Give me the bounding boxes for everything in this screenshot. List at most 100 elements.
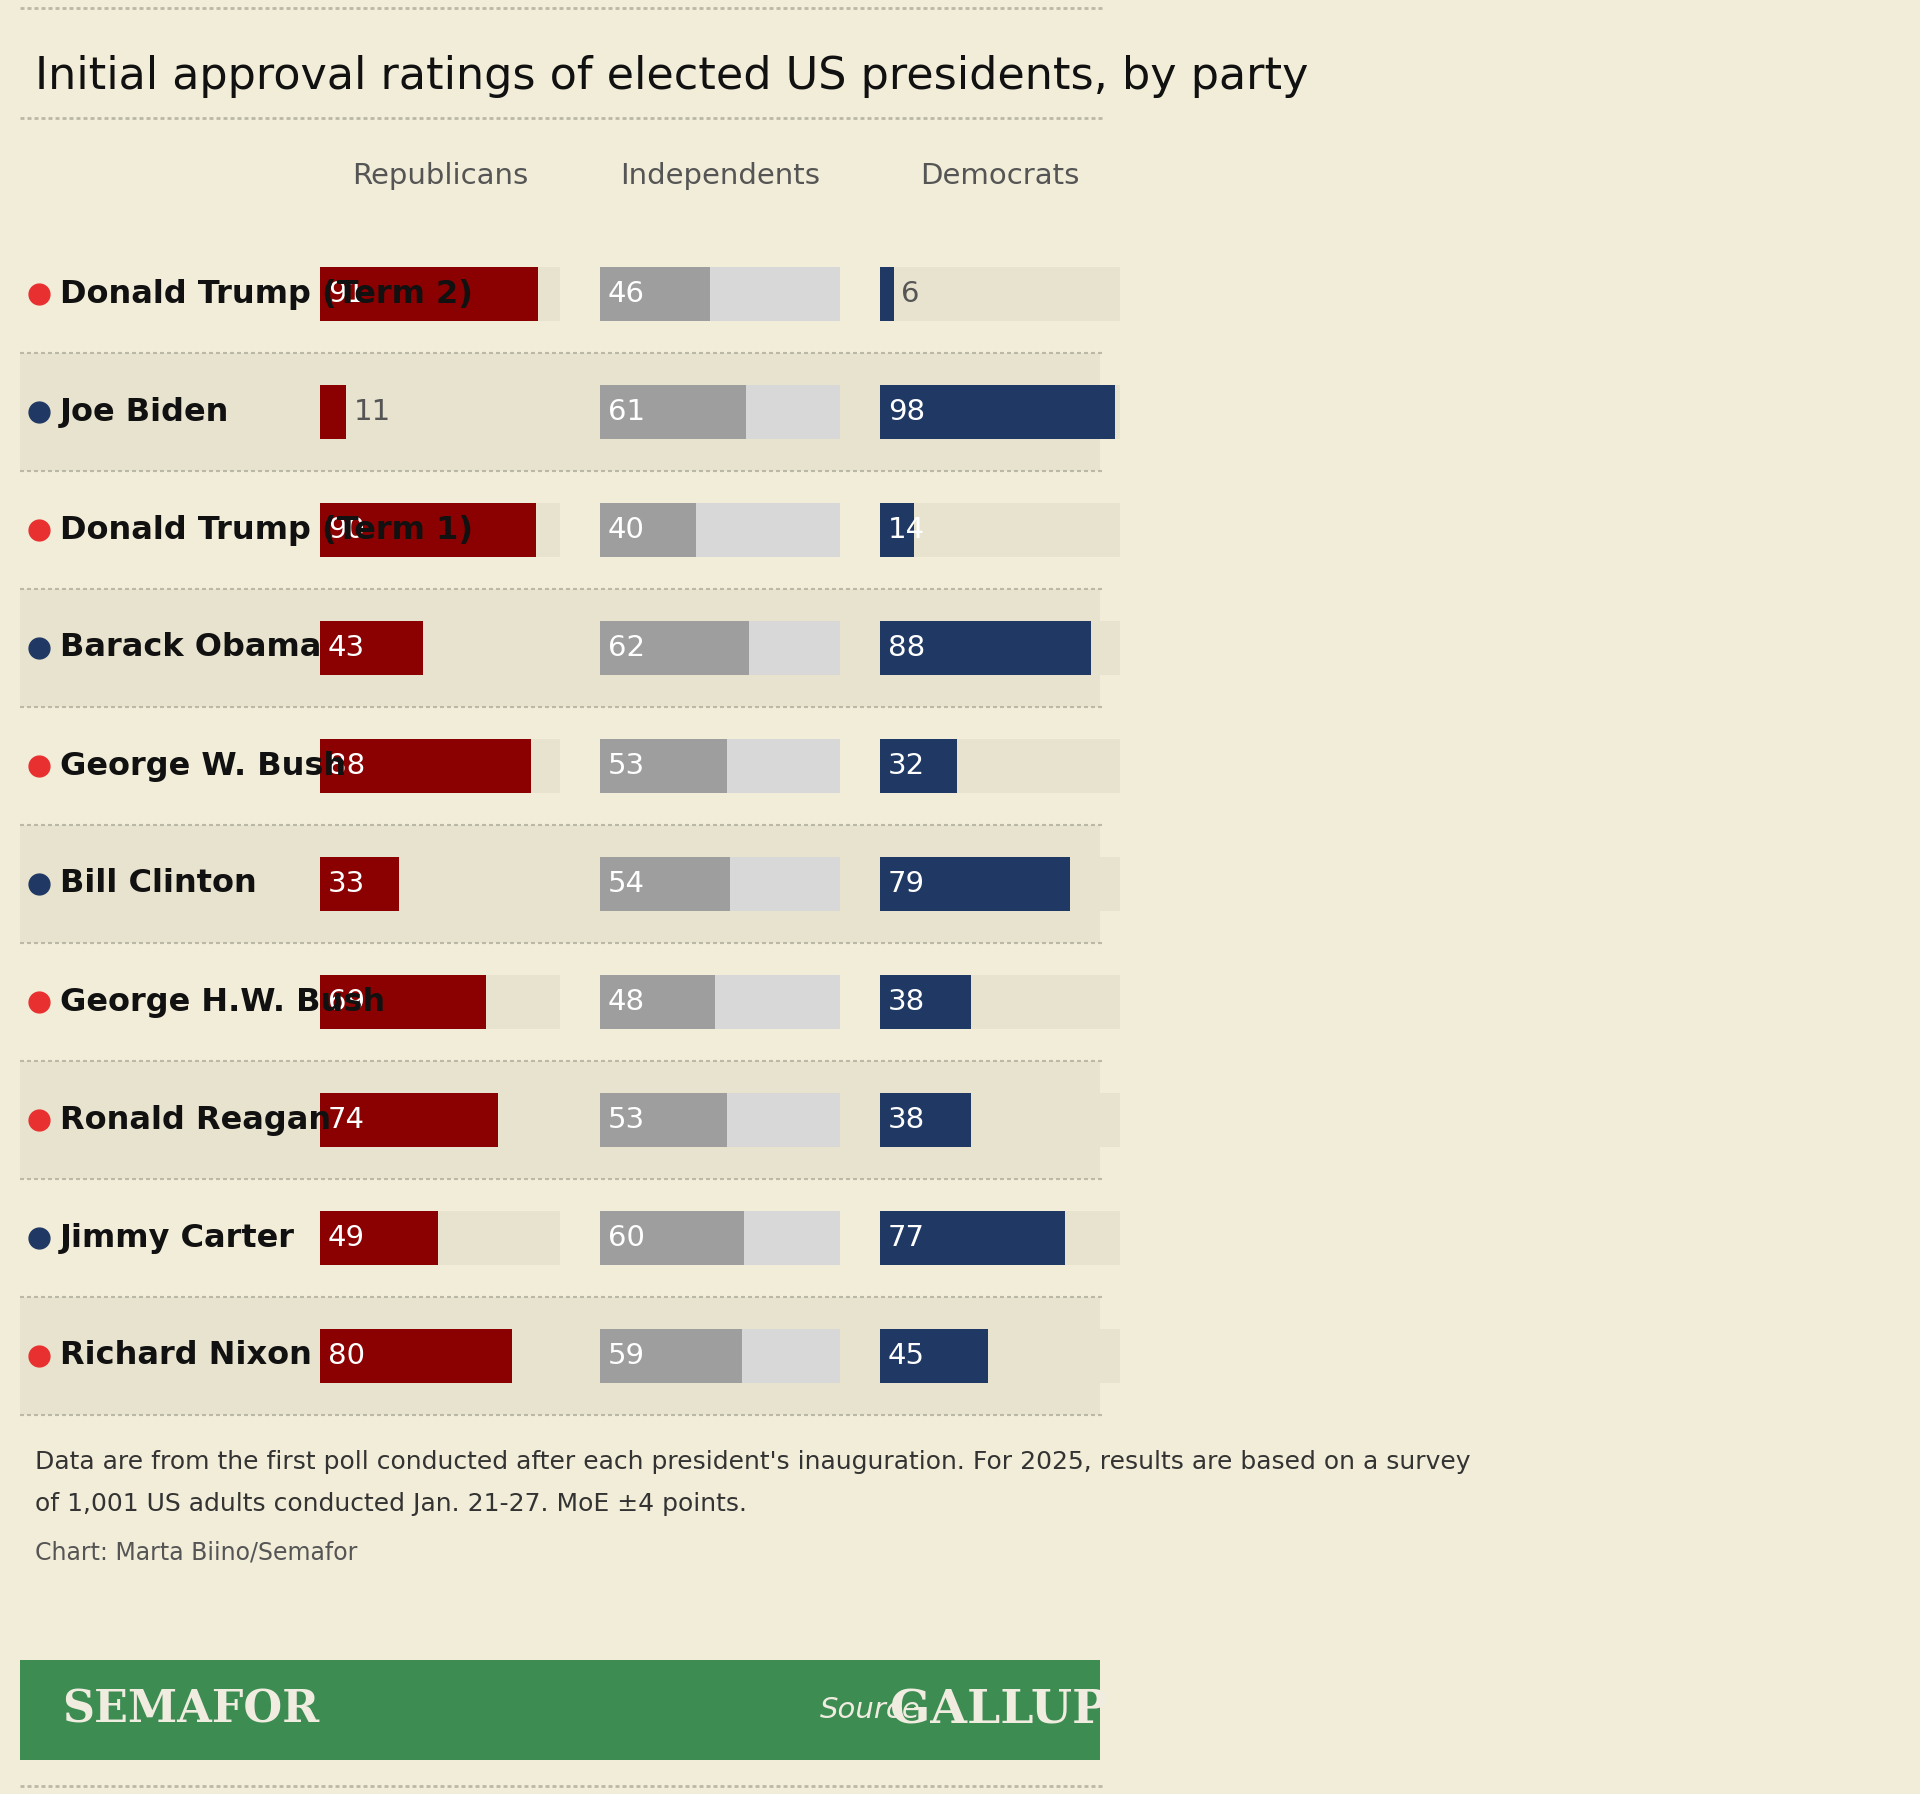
Text: 43: 43 xyxy=(328,633,365,662)
Bar xyxy=(879,502,1119,556)
Bar xyxy=(321,267,538,321)
Bar xyxy=(599,1093,728,1146)
Text: 14: 14 xyxy=(887,517,925,544)
Bar xyxy=(879,386,1116,440)
Text: 91: 91 xyxy=(328,280,365,309)
Bar xyxy=(599,621,749,675)
Bar xyxy=(599,739,728,793)
Bar xyxy=(19,235,1100,353)
Text: 88: 88 xyxy=(887,633,925,662)
Bar xyxy=(321,1093,561,1146)
Bar xyxy=(879,386,1119,440)
Bar xyxy=(879,858,1119,911)
Bar xyxy=(879,502,914,556)
Bar xyxy=(879,974,972,1030)
Text: Barack Obama: Barack Obama xyxy=(60,633,321,664)
Bar xyxy=(599,386,841,440)
Text: Bill Clinton: Bill Clinton xyxy=(60,868,257,899)
Bar xyxy=(599,974,714,1030)
Text: Source: Source xyxy=(820,1695,922,1724)
Bar xyxy=(19,588,1100,707)
Text: of 1,001 US adults conducted Jan. 21-27. MoE ±4 points.: of 1,001 US adults conducted Jan. 21-27.… xyxy=(35,1493,747,1516)
Bar xyxy=(19,1659,1100,1760)
Bar xyxy=(879,1329,1119,1383)
Bar xyxy=(321,1329,561,1383)
Bar xyxy=(321,739,561,793)
Bar xyxy=(599,502,841,556)
Text: Republicans: Republicans xyxy=(351,161,528,190)
Text: 6: 6 xyxy=(900,280,920,309)
Bar xyxy=(19,353,1100,472)
Text: 40: 40 xyxy=(609,517,645,544)
Bar xyxy=(599,267,710,321)
Bar xyxy=(321,267,561,321)
Bar xyxy=(19,1060,1100,1179)
Text: Donald Trump (Term 1): Donald Trump (Term 1) xyxy=(60,515,472,545)
Text: Ronald Reagan: Ronald Reagan xyxy=(60,1105,330,1136)
Text: Jimmy Carter: Jimmy Carter xyxy=(60,1222,296,1254)
Text: 48: 48 xyxy=(609,988,645,1015)
Bar xyxy=(19,1179,1100,1297)
Bar xyxy=(599,858,841,911)
Text: SEMAFOR: SEMAFOR xyxy=(61,1688,319,1731)
Text: 53: 53 xyxy=(609,1105,645,1134)
Text: 88: 88 xyxy=(328,752,365,780)
Bar xyxy=(879,1211,1119,1265)
Bar xyxy=(321,621,561,675)
Bar xyxy=(321,502,561,556)
Bar xyxy=(599,858,730,911)
Bar xyxy=(321,1211,561,1265)
Text: 45: 45 xyxy=(887,1342,925,1371)
Bar xyxy=(879,739,1119,793)
Text: Initial approval ratings of elected US presidents, by party: Initial approval ratings of elected US p… xyxy=(35,56,1309,99)
Bar xyxy=(19,472,1100,588)
Bar xyxy=(599,1329,741,1383)
Bar xyxy=(19,825,1100,944)
Bar xyxy=(879,267,895,321)
Bar xyxy=(321,502,536,556)
Text: 38: 38 xyxy=(887,988,925,1015)
Text: 54: 54 xyxy=(609,870,645,899)
Text: 60: 60 xyxy=(609,1224,645,1252)
Text: 53: 53 xyxy=(609,752,645,780)
Bar xyxy=(879,739,956,793)
Bar xyxy=(599,386,747,440)
Bar xyxy=(321,974,486,1030)
Bar xyxy=(19,944,1100,1060)
Bar xyxy=(879,858,1069,911)
Text: Independents: Independents xyxy=(620,161,820,190)
Text: Data are from the first poll conducted after each president's inauguration. For : Data are from the first poll conducted a… xyxy=(35,1450,1471,1475)
Bar xyxy=(599,1211,745,1265)
Text: GALLUP: GALLUP xyxy=(891,1686,1108,1733)
Bar xyxy=(599,621,841,675)
Bar xyxy=(879,1093,1119,1146)
Bar xyxy=(19,707,1100,825)
Text: Chart: Marta Biino/Semafor: Chart: Marta Biino/Semafor xyxy=(35,1539,357,1564)
Text: 62: 62 xyxy=(609,633,645,662)
Bar xyxy=(599,739,841,793)
Text: 69: 69 xyxy=(328,988,365,1015)
Text: 46: 46 xyxy=(609,280,645,309)
Text: Richard Nixon: Richard Nixon xyxy=(60,1340,311,1371)
Bar xyxy=(321,386,346,440)
Bar xyxy=(321,974,561,1030)
Text: 80: 80 xyxy=(328,1342,365,1371)
Bar xyxy=(879,1211,1066,1265)
Bar xyxy=(599,502,695,556)
Text: 33: 33 xyxy=(328,870,365,899)
Text: Donald Trump (Term 2): Donald Trump (Term 2) xyxy=(60,278,472,310)
Text: 59: 59 xyxy=(609,1342,645,1371)
Bar xyxy=(321,858,561,911)
Bar xyxy=(879,621,1091,675)
Bar xyxy=(599,974,841,1030)
Text: 77: 77 xyxy=(887,1224,925,1252)
Text: George W. Bush: George W. Bush xyxy=(60,750,346,782)
Text: 11: 11 xyxy=(353,398,390,425)
Bar xyxy=(321,621,422,675)
Bar xyxy=(321,1329,513,1383)
Bar xyxy=(321,858,399,911)
Bar xyxy=(599,267,841,321)
Text: 61: 61 xyxy=(609,398,645,425)
Text: 74: 74 xyxy=(328,1105,365,1134)
Bar xyxy=(599,1093,841,1146)
